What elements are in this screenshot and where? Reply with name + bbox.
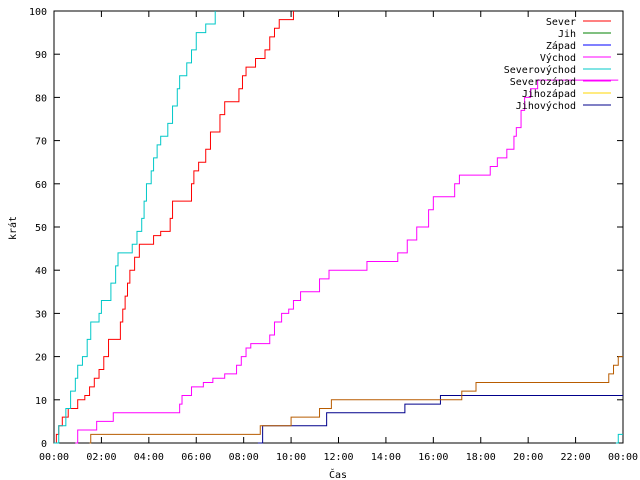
y-tick-label: 20	[35, 353, 47, 364]
legend: SeverJihZápadVýchodSeverovýchodSeverozáp…	[504, 17, 611, 112]
x-tick-label: 12:00	[323, 452, 353, 463]
x-tick-label: 00:00	[39, 452, 69, 463]
series-line-jihovýchod	[257, 394, 623, 444]
series-line-unlabeled-8	[89, 356, 623, 444]
series-line-unlabeled-9	[615, 433, 623, 444]
y-tick-label: 10	[35, 396, 47, 407]
series-lines	[54, 11, 623, 444]
x-tick-label: 02:00	[86, 452, 116, 463]
legend-label: Sever	[546, 17, 576, 28]
y-axis-label: krát	[7, 216, 19, 240]
series-line-východ	[75, 79, 619, 444]
y-tick-label: 90	[35, 50, 47, 61]
y-tick-label: 70	[35, 137, 47, 148]
legend-label: Jih	[558, 29, 576, 40]
legend-label: Západ	[546, 40, 576, 52]
x-tick-label: 16:00	[418, 452, 448, 463]
axes: 0 10 20 30 40 50 60 70 80 90 100 00:00 02:00 04:00 06:…	[29, 7, 638, 463]
y-tick-label: 50	[35, 223, 47, 234]
x-tick-label: 08:00	[229, 452, 259, 463]
y-tick-label: 40	[35, 266, 47, 277]
series-line-sever	[54, 11, 294, 444]
x-axis-label: Čas	[329, 468, 347, 480]
legend-label: Jihovýchod	[516, 100, 576, 112]
x-tick-label: 10:00	[276, 452, 306, 463]
y-tick-label: 60	[35, 180, 47, 191]
y-tick-label: 30	[35, 309, 47, 320]
legend-label: Východ	[540, 52, 576, 64]
y-tick-label: 0	[41, 439, 47, 450]
x-tick-label: 14:00	[371, 452, 401, 463]
x-tick-label: 00:00	[608, 452, 638, 463]
legend-label: Jihozápad	[522, 88, 576, 100]
y-tick-label: 100	[29, 7, 47, 18]
series-line-severovýchod	[54, 11, 216, 444]
x-tick-label: 04:00	[134, 452, 164, 463]
x-tick-label: 22:00	[561, 452, 591, 463]
y-tick-label: 80	[35, 93, 47, 104]
x-tick-label: 18:00	[466, 452, 496, 463]
x-tick-label: 20:00	[513, 452, 543, 463]
legend-label: Severovýchod	[504, 64, 576, 76]
x-tick-label: 06:00	[181, 452, 211, 463]
legend-label: Severozápad	[510, 76, 576, 88]
